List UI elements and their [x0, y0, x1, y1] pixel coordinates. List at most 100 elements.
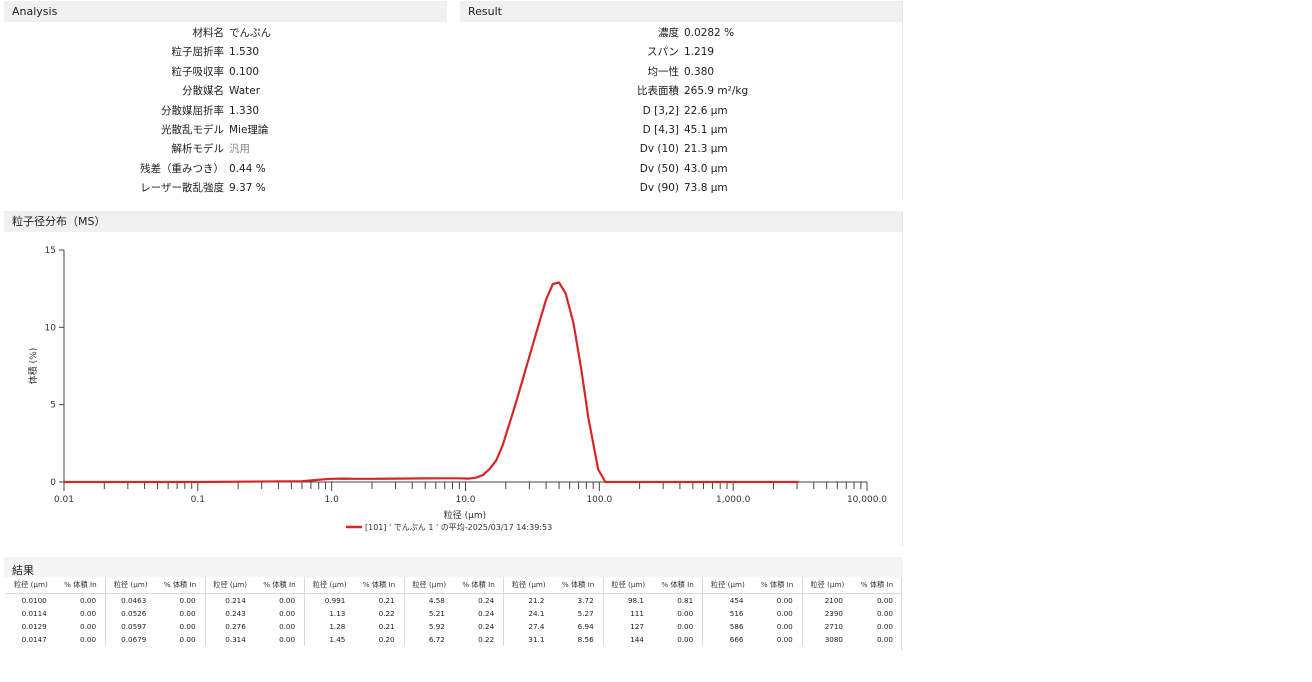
size-cell: 1.28	[304, 620, 355, 633]
result-label: Dv (10)	[639, 143, 679, 156]
volume-column-header: % 体積 In	[553, 577, 604, 594]
volume-cell: 0.00	[677, 609, 694, 618]
size-cell: 586	[702, 620, 753, 633]
x-tick-label: 0.1	[191, 495, 205, 505]
size-cell: 5.21	[403, 607, 454, 620]
result-value: 22.6 μm	[684, 104, 728, 117]
size-column-header: 粒径 (μm)	[503, 577, 554, 594]
size-cell: 27.4	[503, 620, 554, 633]
result-value: 0.0282 %	[684, 27, 735, 39]
table-row: 0.0114 0.00 0.0526 0.00 0.243 0.00 1.13 0.22 5.2…	[6, 607, 902, 620]
result-label: Dv (90)	[639, 182, 679, 195]
volume-cell: 0.24	[478, 609, 495, 618]
size-cell: 1.45	[304, 633, 355, 646]
analysis-panel-header: Analysis	[4, 1, 447, 22]
volume-column-header: % 体積 In	[155, 577, 206, 594]
size-cell: 2710	[801, 620, 853, 633]
size-cell: 0.0526	[105, 607, 156, 620]
volume-cell: 0.00	[677, 622, 694, 631]
analysis-label: 粒子屈折率	[171, 46, 225, 59]
volume-column-header: % 体積 In	[55, 577, 106, 594]
result-label: 比表面積	[637, 85, 679, 98]
size-cell: 6.72	[403, 633, 454, 646]
analysis-label: 材料名	[192, 27, 225, 39]
size-cell: 0.214	[204, 593, 255, 607]
size-cell: 0.0129	[21, 622, 47, 631]
volume-column-header: % 体積 In	[652, 577, 703, 594]
result-value: 21.3 μm	[684, 143, 728, 156]
size-cell: 111	[602, 607, 653, 620]
x-axis: 0.01 0.1 1.0 10.0 100.0 1,000.0 10,000.0	[54, 481, 887, 505]
size-cell: 2390	[801, 607, 853, 620]
result-row: Dv (10) 21.3 μm	[460, 140, 884, 159]
volume-cell: 0.00	[279, 596, 296, 605]
legend-label: [101] ' でんぷん 1 ' の平均-2025/03/17 14:39:53	[365, 522, 552, 532]
x-tick-label: 0.01	[54, 495, 74, 505]
size-cell: 98.1	[602, 593, 653, 607]
size-cell: 4.58	[403, 593, 454, 607]
size-column-header: 粒径 (μm)	[602, 577, 653, 594]
analysis-label: 解析モデル	[171, 143, 225, 156]
result-row: D [4,3] 45.1 μm	[460, 121, 884, 140]
volume-cell: 0.00	[80, 622, 97, 631]
analysis-label: 粒子吸収率	[171, 65, 225, 78]
result-row: 濃度 0.0282 %	[460, 24, 884, 43]
distribution-panel-header: 粒子径分布（MS）	[4, 211, 903, 232]
result-properties: 濃度 0.0282 % スパン 1.219 均一性 0.380 比表面積 265.9 m²/k…	[460, 24, 884, 199]
volume-cell: 0.00	[179, 596, 196, 605]
analysis-row: 分散媒屈折率 1.330	[4, 102, 429, 121]
result-value: 1.219	[684, 46, 715, 59]
volume-cell: 0.81	[677, 596, 694, 605]
analysis-label: レーザー散乱強度	[140, 182, 224, 195]
volume-cell: 0.00	[179, 622, 196, 631]
volume-cell: 8.56	[577, 635, 594, 644]
volume-cell: 0.00	[776, 622, 793, 631]
size-column-header: 粒径 (μm)	[304, 577, 355, 594]
size-cell: 3080	[801, 633, 853, 646]
analysis-properties: 材料名 でんぷん 粒子屈折率 1.530 粒子吸収率 0.100 分散媒名 Water 分散媒屈…	[4, 24, 429, 199]
result-label: 濃度	[658, 27, 679, 39]
result-panel-header: Result	[460, 1, 903, 22]
analysis-row: 解析モデル 汎用	[4, 140, 429, 159]
size-cell: 666	[702, 633, 753, 646]
y-axis-label: 体積 (%)	[27, 348, 39, 384]
volume-cell: 0.00	[776, 596, 793, 605]
table-row: 0.0129 0.00 0.0597 0.00 0.276 0.00 1.28 0.21 5.9…	[6, 620, 902, 633]
size-column-header: 粒径 (μm)	[105, 577, 156, 594]
result-row: スパン 1.219	[460, 43, 884, 62]
analysis-value: 0.100	[229, 65, 260, 78]
size-column-header: 粒径 (μm)	[204, 577, 255, 594]
analysis-value: 汎用	[229, 143, 250, 156]
volume-cell: 0.20	[378, 635, 395, 644]
volume-cell: 0.00	[279, 622, 296, 631]
volume-cell: 0.24	[478, 596, 495, 605]
volume-cell: 0.00	[776, 635, 793, 644]
analysis-row: レーザー散乱強度 9.37 %	[4, 179, 429, 198]
volume-cell: 0.21	[378, 596, 395, 605]
size-cell: 2100	[801, 593, 853, 607]
result-value: 43.0 μm	[684, 162, 728, 175]
result-title: Result	[468, 5, 502, 18]
size-cell: 31.1	[503, 633, 554, 646]
x-tick-label: 10.0	[455, 495, 475, 505]
volume-cell: 0.22	[378, 609, 395, 618]
table-row: 0.0100 0.00 0.0463 0.00 0.214 0.00 0.991 0.21 4.…	[6, 593, 902, 607]
volume-column-header: % 体積 In	[453, 577, 504, 594]
series-line	[64, 281, 799, 484]
volume-cell: 0.00	[876, 635, 893, 644]
volume-cell: 0.21	[378, 622, 395, 631]
size-cell: 0.314	[204, 633, 255, 646]
size-cell: 0.0100	[21, 596, 47, 605]
size-cell: 127	[602, 620, 653, 633]
size-cell: 24.1	[503, 607, 554, 620]
size-column-header: 粒径 (μm)	[801, 577, 853, 594]
size-cell: 516	[702, 607, 753, 620]
size-cell: 144	[602, 633, 653, 646]
volume-cell: 0.00	[279, 635, 296, 644]
result-label: D [4,3]	[642, 123, 679, 136]
analysis-value: 1.330	[229, 104, 260, 117]
x-tick-label: 1.0	[325, 495, 340, 505]
size-cell: 0.991	[304, 593, 355, 607]
analysis-label: 光散乱モデル	[161, 123, 224, 136]
volume-cell: 0.00	[179, 609, 196, 618]
